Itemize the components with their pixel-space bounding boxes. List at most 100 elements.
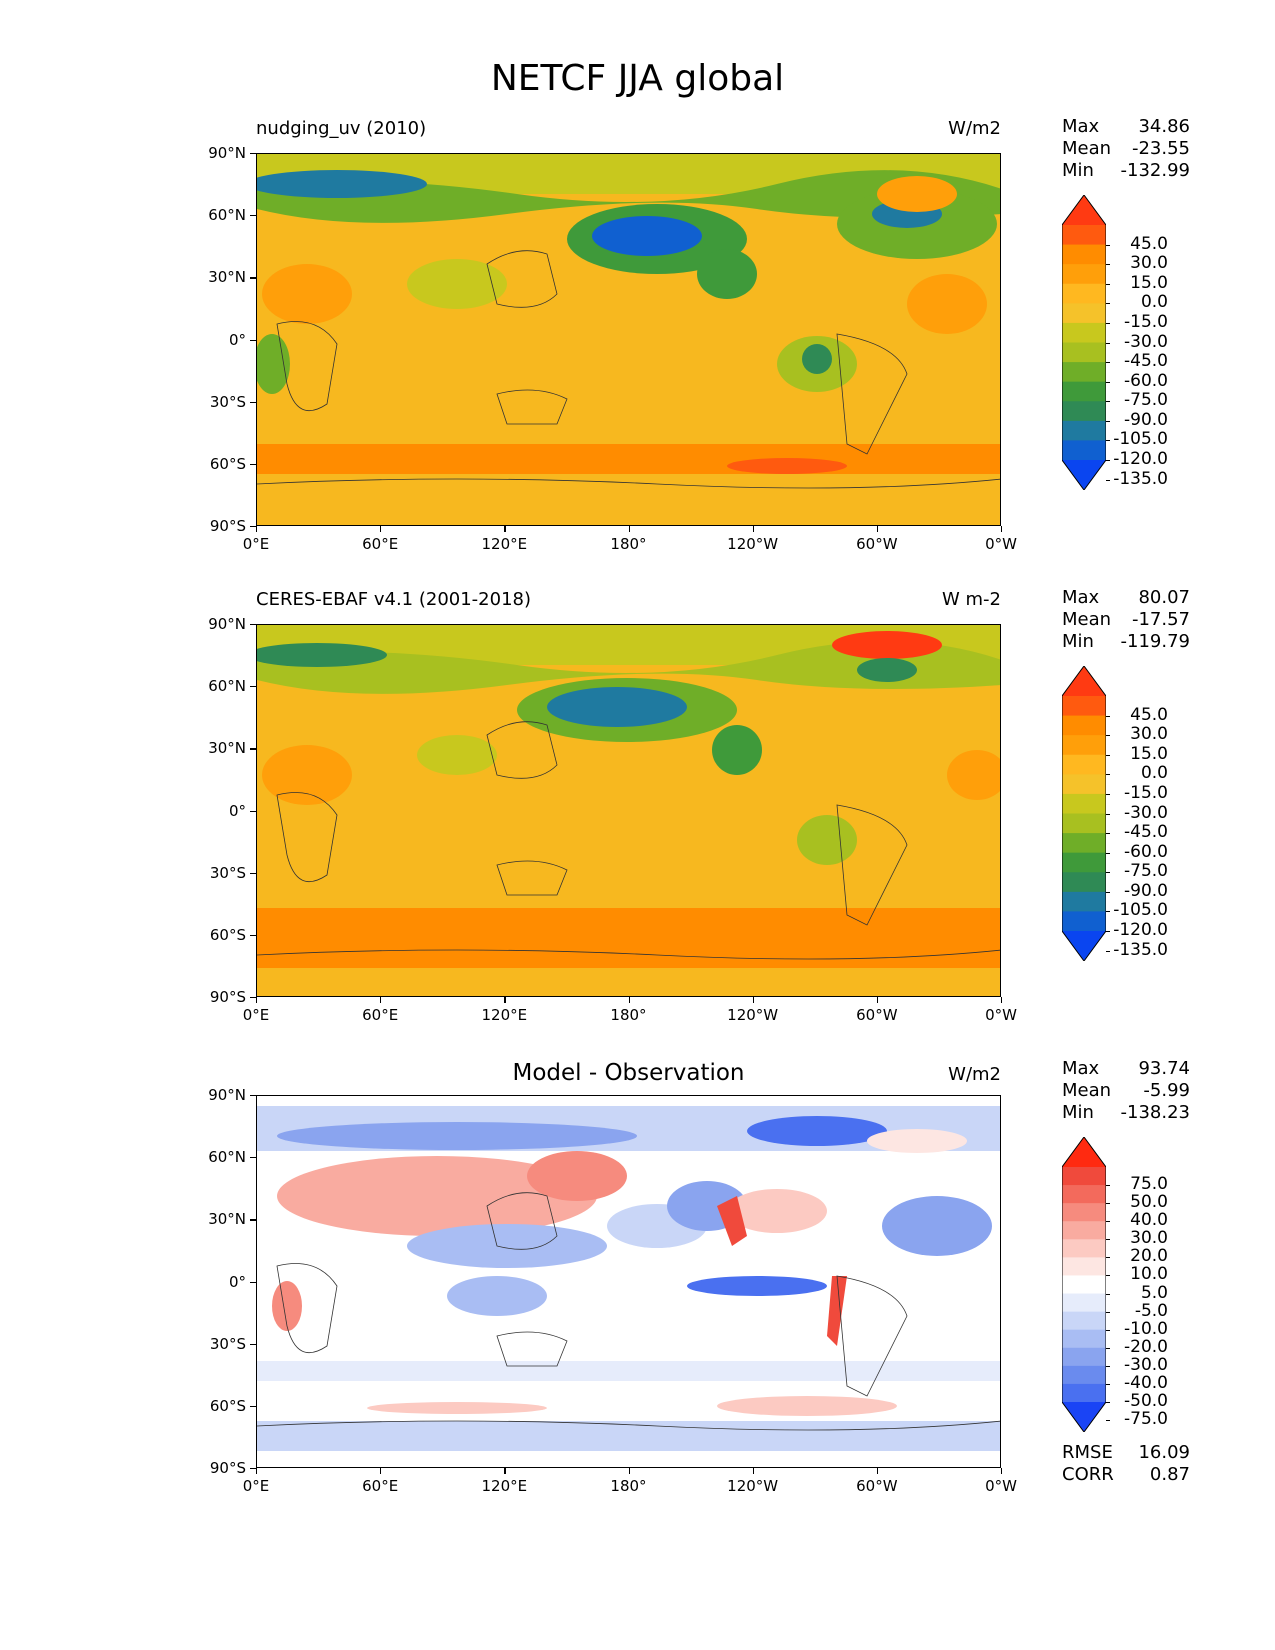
stat-label: Min [1062,631,1094,652]
y-tick-mark [250,1468,256,1470]
y-tick-label: 90°N [208,1086,246,1104]
colorbar-segment [1062,774,1106,795]
y-tick-label: 90°N [208,144,246,162]
colorbar-label: 20.0 [1130,1246,1168,1267]
panel-2-left-title: CERES-EBAF v4.1 (2001-2018) [256,589,532,610]
colorbar-label: -120.0 [1113,449,1168,469]
x-tick-mark [504,526,506,532]
colorbar-segment [1062,244,1106,265]
y-tick-mark [250,748,256,750]
x-tick-mark [1001,1468,1003,1474]
y-tick-label: 60°S [209,454,246,473]
stat-row: Mean -5.99 [1062,1080,1190,1102]
colorbar-label: -45.0 [1124,822,1168,843]
colorbar-label: 50.0 [1130,1192,1168,1213]
colorbar-tick [1106,1275,1110,1277]
colorbar-label: 5.0 [1140,1282,1168,1303]
stat-row: Mean -23.55 [1062,138,1190,160]
colorbar-label: -75.0 [1124,390,1168,411]
colorbar-tick [1106,1293,1110,1295]
colorbar-tick [1106,1185,1110,1187]
colorbar-segment [1062,1257,1106,1277]
colorbar-label: -120.0 [1113,920,1168,940]
y-tick-label: 30°N [208,268,246,287]
colorbar-segment [1062,1329,1106,1349]
colorbar-label: 30.0 [1130,253,1168,274]
x-tick-mark [752,1468,754,1474]
x-tick-label: 0°W [985,1477,1017,1495]
stat-label: Mean [1062,609,1112,630]
colorbar-segment [1062,225,1106,246]
y-tick-label: 30°S [209,392,246,411]
stat-row: Min -119.79 [1062,631,1190,653]
x-tick-label: 0°E [242,535,270,553]
panel-2-map-svg [257,625,1000,996]
stat-label: Min [1062,160,1094,181]
colorbar-segment [1062,1185,1106,1204]
colorbar-segment [1062,322,1106,344]
colorbar-segment [1062,1239,1106,1258]
x-tick-label: 0°W [985,535,1017,553]
colorbar-segment [1062,696,1106,717]
x-tick-label: 0°E [242,1006,270,1024]
colorbar-segment [1062,872,1106,893]
stat-row: Max 34.86 [1062,116,1190,138]
stat-label: Min [1062,1102,1094,1123]
panel-3-map-svg [257,1096,1000,1467]
x-tick-label: 120°E [481,1006,528,1024]
x-tick-mark [256,997,258,1003]
colorbar-tick [1106,735,1110,737]
panel-model: nudging_uv (2010) W/m2 [0,0,1275,526]
x-tick-label: 0°W [985,1006,1017,1024]
colorbar-tick [1106,420,1110,422]
stat-value: -119.79 [1120,631,1190,652]
y-tick-label: 30°S [209,863,246,882]
y-tick-mark [250,872,256,874]
colorbar-tick [1106,1347,1110,1349]
panel-stats: Max 80.07 Mean -17.57 Min -119.79 [1062,587,1190,653]
colorbar-label: 45.0 [1130,704,1168,725]
colorbar-tick [1106,911,1110,913]
colorbar-label: -20.0 [1124,1336,1168,1357]
colorbar-tick [1106,322,1110,324]
metric-label: RMSE [1062,1442,1113,1463]
colorbar-segment [1062,1383,1106,1403]
colorbar-segment [1062,891,1106,913]
colorbar-label: -90.0 [1124,409,1168,430]
colorbar-segment [1062,1167,1106,1186]
x-tick-label: 120°E [481,1477,528,1495]
colorbar [1062,1137,1106,1432]
y-tick-mark [250,339,256,341]
colorbar [1062,195,1106,490]
y-tick-mark [250,1157,256,1159]
x-tick-mark [628,997,630,1003]
x-tick-label: 180° [610,1006,647,1024]
colorbar [1062,666,1106,961]
metric-value: 0.87 [1149,1464,1190,1485]
colorbar-tick [1106,754,1110,756]
y-tick-label: 60°S [209,1396,246,1415]
colorbar-tick [1106,1311,1110,1313]
colorbar-label: 0.0 [1140,292,1168,313]
colorbar-segment [1062,440,1106,461]
colorbar-label: -15.0 [1124,311,1168,332]
colorbar-bottom-extension [1062,931,1106,961]
panel-stats: Max 34.86 Mean -23.55 Min -132.99 [1062,116,1190,182]
panel-stats: Max 93.74 Mean -5.99 Min -138.23 [1062,1058,1190,1124]
colorbar-label: 0.0 [1140,763,1168,784]
colorbar-label: -40.0 [1124,1372,1168,1393]
y-tick-mark [250,401,256,403]
colorbar-label: -60.0 [1124,370,1168,391]
colorbar-label: -30.0 [1124,331,1168,352]
colorbar-label: -50.0 [1124,1391,1168,1411]
colorbar-segment [1062,1347,1106,1367]
y-tick-mark [250,215,256,217]
panel-metrics: RMSE 16.09 CORR 0.87 [1062,1442,1190,1486]
colorbar-label: 45.0 [1130,233,1168,254]
colorbar-segment [1062,1275,1106,1295]
panel-1-units: W/m2 [948,118,1001,139]
colorbar-label: -15.0 [1124,782,1168,803]
colorbar-tick [1106,1203,1110,1205]
panel-1-map-svg [257,154,1000,525]
y-tick-label: 90°S [209,1459,246,1477]
